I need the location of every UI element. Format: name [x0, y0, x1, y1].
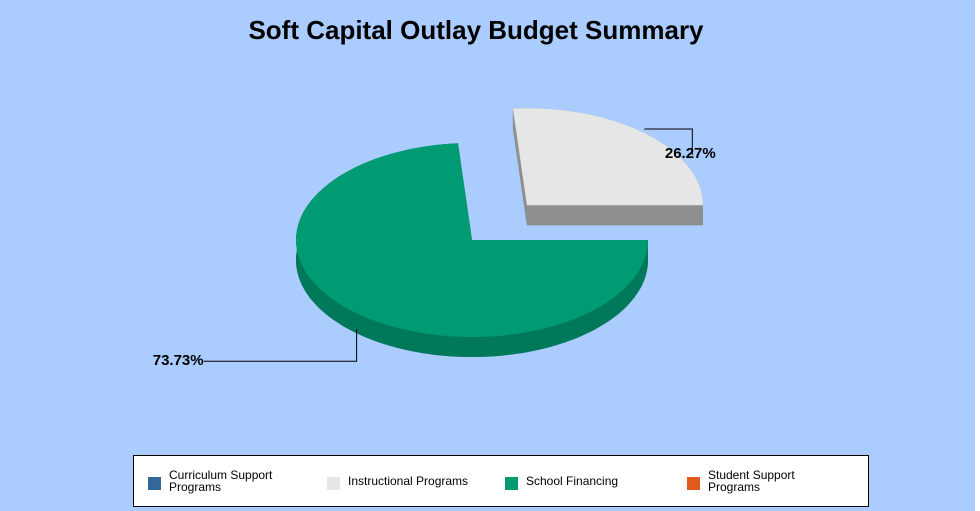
legend-label: Curriculum Support Programs [169, 468, 273, 494]
legend-swatch [687, 476, 700, 490]
chart-title: Soft Capital Outlay Budget Summary [248, 15, 704, 45]
legend: Curriculum Support Programs Instructional… [133, 455, 869, 507]
legend-swatch [505, 476, 518, 490]
legend-label: Instructional Programs [348, 474, 469, 488]
data-label: 26.27% [665, 145, 716, 162]
legend-item: Student Support Programs [687, 469, 820, 493]
legend-item: Instructional Programs [327, 473, 468, 490]
legend-swatch [327, 476, 340, 490]
slice-side [512, 108, 527, 226]
slice [296, 143, 648, 337]
legend-label: Student Support Programs [708, 468, 795, 494]
slice-side [526, 205, 703, 226]
legend-item: School Financing [505, 473, 618, 490]
legend-item: Curriculum Support Programs [148, 469, 281, 493]
data-label: 73.73% [153, 352, 204, 369]
leader-line [203, 329, 358, 362]
leader-line [644, 128, 693, 155]
legend-label: School Financing [526, 474, 619, 488]
pie: 26.27% 73.73% [153, 108, 716, 369]
slice [512, 108, 703, 206]
legend-swatch [148, 476, 161, 490]
